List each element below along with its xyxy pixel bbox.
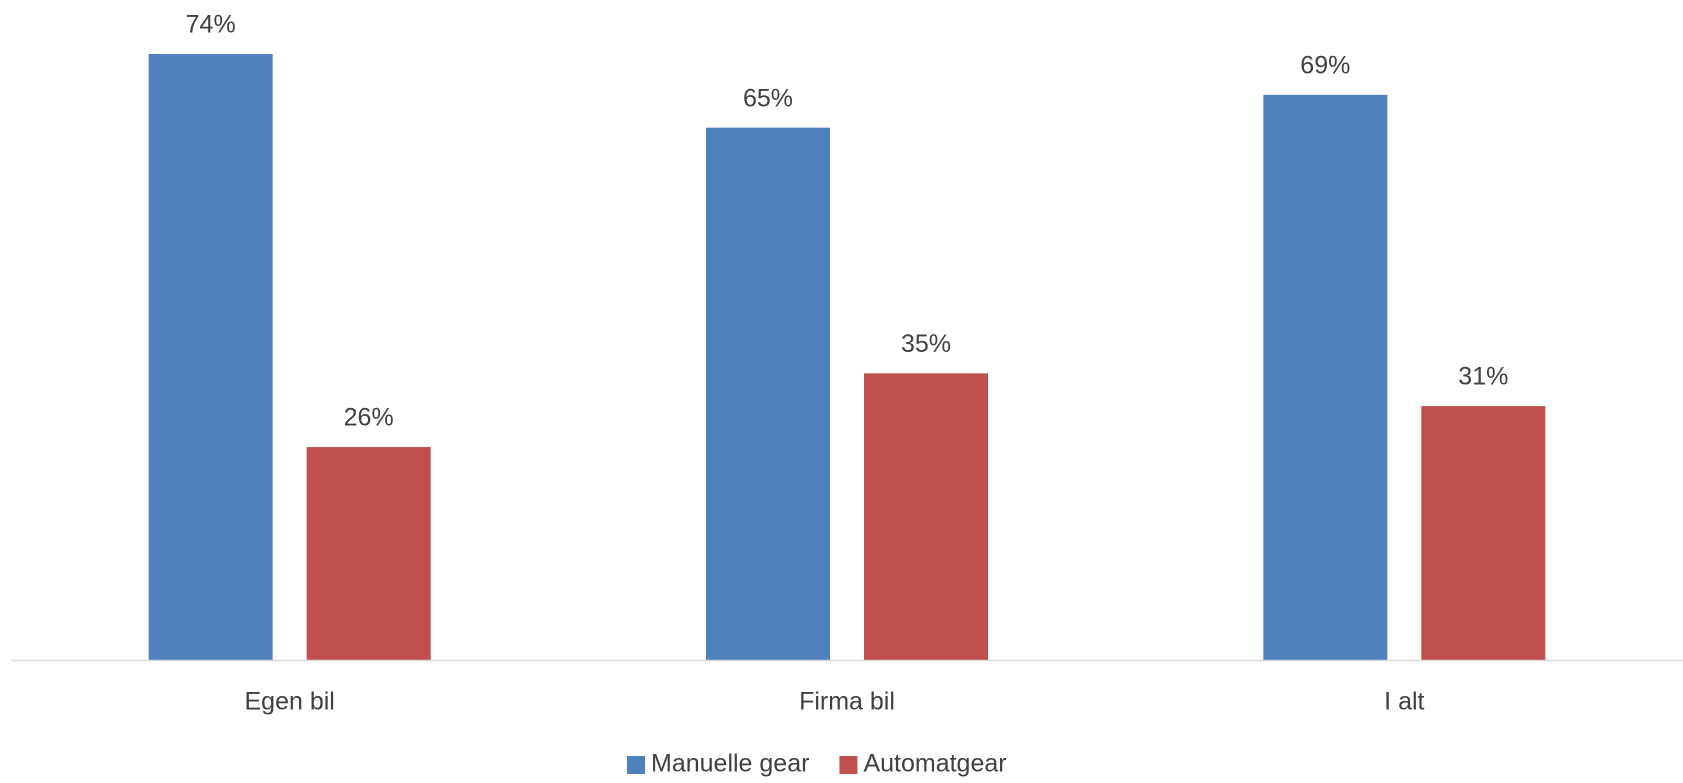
bar bbox=[706, 127, 830, 660]
legend-label: Manuelle gear bbox=[651, 750, 809, 778]
data-label: 74% bbox=[186, 11, 236, 39]
x-tick-label: Egen bil bbox=[244, 688, 334, 716]
bar bbox=[864, 373, 988, 660]
bar bbox=[1421, 406, 1546, 660]
legend-label: Automatgear bbox=[863, 750, 1006, 778]
x-tick-label: Firma bil bbox=[799, 688, 895, 716]
data-label: 26% bbox=[344, 404, 394, 432]
data-label: 65% bbox=[743, 84, 793, 112]
bar bbox=[306, 447, 431, 660]
data-label: 69% bbox=[1300, 51, 1350, 79]
data-label: 31% bbox=[1458, 363, 1508, 391]
legend-swatch bbox=[627, 756, 645, 774]
data-label: 35% bbox=[901, 330, 951, 358]
bar bbox=[1263, 94, 1388, 660]
bar bbox=[148, 53, 273, 660]
x-tick-label: I alt bbox=[1384, 688, 1424, 716]
legend-swatch bbox=[839, 756, 858, 774]
